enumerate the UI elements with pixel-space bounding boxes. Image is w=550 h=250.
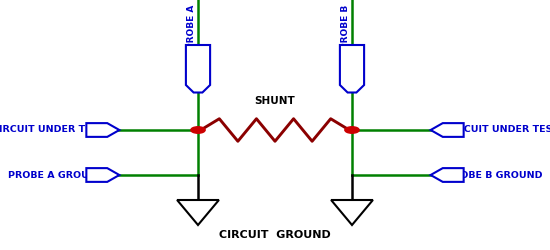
Polygon shape [86,168,119,182]
Polygon shape [186,45,210,92]
Text: PROBE A GROUND: PROBE A GROUND [8,170,104,179]
Polygon shape [431,168,464,182]
Polygon shape [331,200,373,225]
Text: PROBE A: PROBE A [187,5,196,50]
Polygon shape [431,123,464,137]
Text: PROBE B: PROBE B [341,5,350,49]
Text: PROBE B GROUND: PROBE B GROUND [446,170,542,179]
Text: SHUNT: SHUNT [255,96,295,106]
Circle shape [191,127,205,133]
Polygon shape [177,200,219,225]
Text: CIRCUIT UNDER TEST: CIRCUIT UNDER TEST [0,126,104,134]
Polygon shape [340,45,364,92]
Text: CIRCUIT UNDER TEST: CIRCUIT UNDER TEST [446,126,550,134]
Circle shape [345,127,359,133]
Polygon shape [86,123,119,137]
Text: CIRCUIT  GROUND: CIRCUIT GROUND [219,230,331,240]
